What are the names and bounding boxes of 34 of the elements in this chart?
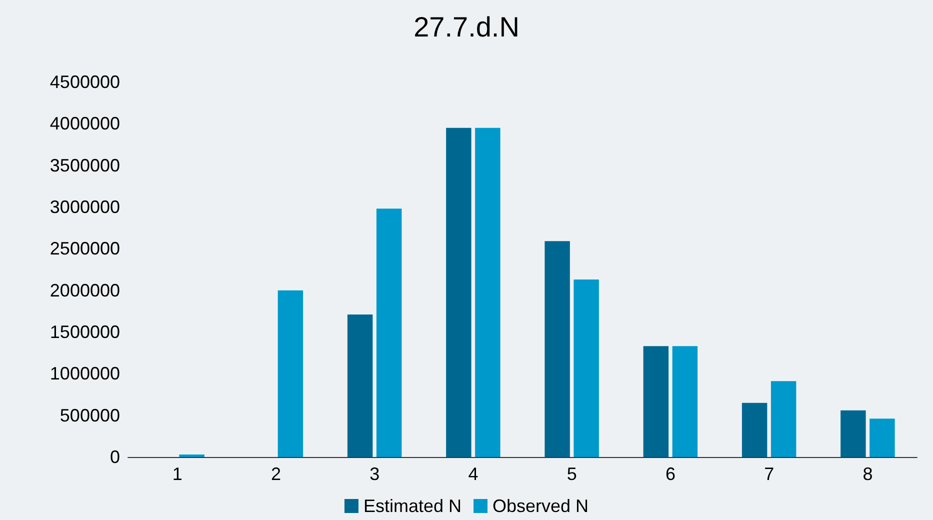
y-tick-label: 3500000 bbox=[50, 155, 120, 176]
x-tick-label: 1 bbox=[172, 464, 182, 484]
y-tick-label: 2000000 bbox=[50, 280, 120, 300]
legend-label: Estimated N bbox=[363, 496, 462, 516]
x-tick-label: 6 bbox=[665, 464, 676, 484]
bar bbox=[643, 346, 669, 457]
bar bbox=[840, 410, 866, 457]
x-tick-label: 4 bbox=[468, 464, 478, 484]
x-tick-label: 7 bbox=[764, 464, 774, 484]
y-tick-label: 1500000 bbox=[50, 322, 120, 342]
bar bbox=[870, 418, 895, 457]
x-tick-label: 8 bbox=[862, 464, 873, 484]
y-tick-label: 500000 bbox=[60, 405, 120, 426]
chart-title: 27.7.d.N bbox=[414, 12, 520, 42]
y-tick-label: 1000000 bbox=[50, 364, 120, 384]
y-tick-label: 4000000 bbox=[50, 114, 120, 134]
bar bbox=[574, 280, 599, 457]
legend-label: Observed N bbox=[492, 496, 589, 516]
bar bbox=[376, 208, 402, 457]
y-tick-label: 3000000 bbox=[50, 197, 120, 217]
bar bbox=[544, 241, 570, 457]
bar bbox=[672, 346, 698, 457]
x-tick-label: 2 bbox=[270, 464, 281, 484]
bar bbox=[278, 290, 304, 457]
bar bbox=[742, 402, 768, 457]
x-tick-label: 3 bbox=[370, 464, 380, 484]
x-tick-label: 5 bbox=[566, 464, 577, 484]
y-tick-label: 2500000 bbox=[50, 238, 120, 259]
bar bbox=[770, 381, 796, 457]
y-tick-label: 4500000 bbox=[50, 72, 120, 92]
bar bbox=[347, 314, 373, 457]
y-tick-label: 0 bbox=[110, 447, 120, 467]
bar bbox=[475, 128, 500, 457]
bar bbox=[446, 128, 472, 457]
